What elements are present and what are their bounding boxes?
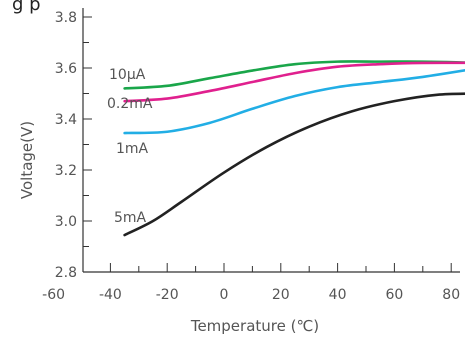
x-tick-label: 0 xyxy=(220,287,229,303)
series-label-1ma: 1mA xyxy=(116,141,149,157)
series-lines xyxy=(123,60,465,237)
axes: 2.8 3.0 3.2 3.4 3.6 3.8 -60 -40 -20 0 20 40 60 80 xyxy=(42,8,460,303)
x-axis-title: Temperature (℃) xyxy=(190,317,319,335)
x-tick-label: 60 xyxy=(385,287,403,303)
y-tick-label: 3.4 xyxy=(55,112,77,128)
chart-title-fragment: g p xyxy=(12,0,41,15)
y-tick-label: 3.8 xyxy=(55,10,77,26)
y-tick-label: 2.8 xyxy=(55,265,77,281)
x-tick-label: -60 xyxy=(42,287,65,303)
y-axis-title: Voltage(V) xyxy=(18,121,36,199)
x-tick-label: -40 xyxy=(99,287,122,303)
y-tick-label: 3.6 xyxy=(55,61,77,77)
x-tick-label: 80 xyxy=(442,287,460,303)
y-tick-label: 3.2 xyxy=(55,163,77,179)
x-tick-label: -20 xyxy=(156,287,179,303)
series-line-02ma xyxy=(123,61,465,103)
x-tick-label: 40 xyxy=(329,287,347,303)
series-label-10a: 10µA xyxy=(109,67,146,83)
series-line-10a xyxy=(123,60,465,90)
series-line-1ma xyxy=(123,69,465,135)
series-line-5ma xyxy=(123,92,465,237)
y-tick-label: 3.0 xyxy=(55,214,77,230)
x-tick-label: 20 xyxy=(272,287,290,303)
series-label-5ma: 5mA xyxy=(114,210,147,226)
series-label-02ma: 0.2mA xyxy=(107,96,153,112)
series-labels: 10µA 0.2mA 1mA 5mA xyxy=(107,67,153,226)
